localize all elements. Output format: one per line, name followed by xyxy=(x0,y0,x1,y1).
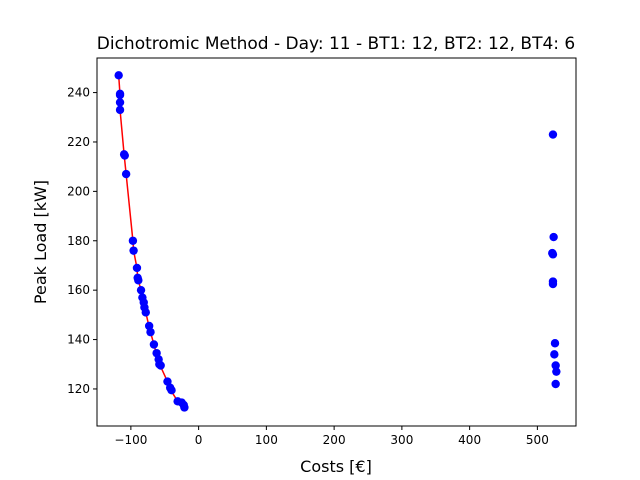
y-tick-label: 140 xyxy=(67,333,90,347)
chart-title: Dichotromic Method - Day: 11 - BT1: 12, … xyxy=(97,34,575,54)
data-point xyxy=(550,350,559,359)
data-point xyxy=(114,71,123,80)
x-axis: −100 0 100 200 300 400 500 xyxy=(114,426,549,447)
y-tick-label: 200 xyxy=(67,184,90,198)
data-point xyxy=(146,327,155,337)
data-point xyxy=(115,105,125,115)
x-tick-label: 200 xyxy=(323,433,346,447)
data-point xyxy=(552,367,561,376)
plot-area xyxy=(97,58,576,426)
data-point xyxy=(551,361,560,370)
x-tick-label: 100 xyxy=(255,433,278,447)
x-tick-label: −100 xyxy=(114,433,147,447)
data-point xyxy=(551,379,560,389)
x-tick-label: 400 xyxy=(458,433,481,447)
y-tick-label: 220 xyxy=(67,135,90,149)
axes-frame xyxy=(96,57,577,427)
data-point xyxy=(132,263,142,273)
data-point xyxy=(115,98,125,107)
data-point xyxy=(141,308,150,317)
data-point xyxy=(548,279,558,289)
data-point xyxy=(548,250,558,259)
plot-marks xyxy=(114,71,561,412)
y-tick-label: 180 xyxy=(67,234,90,248)
y-tick-label: 120 xyxy=(67,382,90,396)
x-tick-label: 500 xyxy=(526,433,549,447)
data-point xyxy=(134,276,143,285)
data-point xyxy=(120,151,129,160)
data-point xyxy=(136,285,146,295)
data-point xyxy=(156,361,165,370)
x-tick-label: 300 xyxy=(390,433,413,447)
data-point xyxy=(128,236,138,245)
y-tick-label: 160 xyxy=(67,283,90,297)
data-point xyxy=(149,340,159,349)
y-axis-title: Peak Load [kW] xyxy=(31,180,50,304)
data-point xyxy=(129,246,138,255)
data-point xyxy=(121,169,131,179)
x-axis-title: Costs [€] xyxy=(300,457,372,476)
data-point xyxy=(549,232,558,242)
y-tick-label: 240 xyxy=(67,86,90,100)
x-tick-label: 0 xyxy=(195,433,203,447)
data-point xyxy=(167,385,176,395)
data-point xyxy=(548,130,558,139)
data-point xyxy=(180,403,189,412)
data-point xyxy=(550,339,560,348)
data-point xyxy=(115,90,125,100)
y-axis: 120 140 160 180 200 220 240 xyxy=(67,86,97,396)
